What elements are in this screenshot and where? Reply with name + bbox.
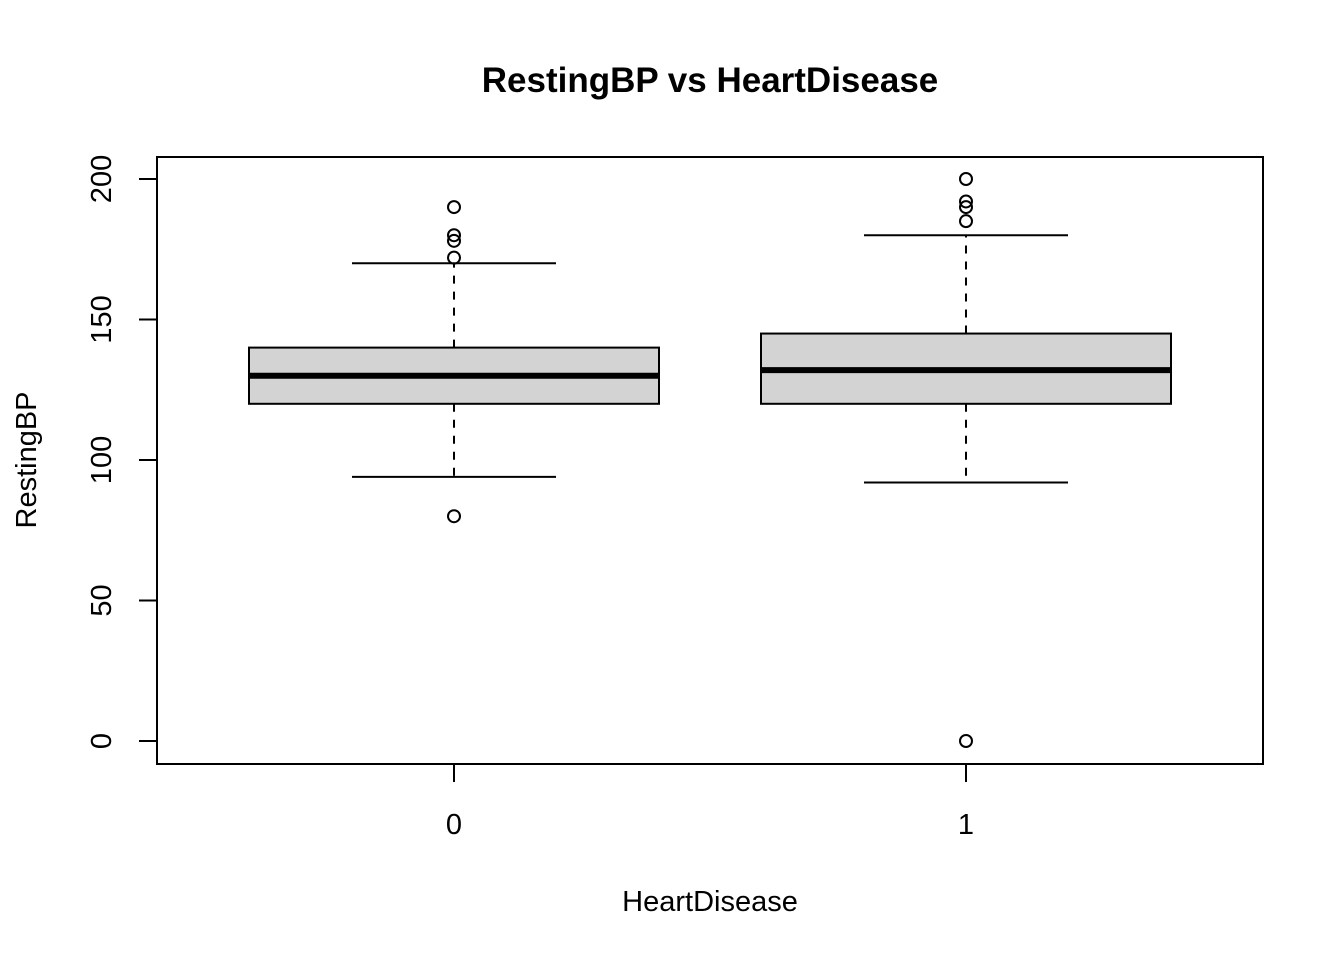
outlier-point	[447, 509, 461, 524]
outlier-point	[959, 214, 973, 229]
plot-frame	[156, 156, 1264, 765]
y-axis-label: RestingBP	[11, 391, 43, 528]
box-group-1	[760, 172, 1172, 748]
outlier-point	[959, 194, 973, 209]
y-tick-label: 150	[86, 295, 118, 343]
x-axis-label: HeartDisease	[622, 886, 798, 918]
box-group-0	[248, 200, 660, 524]
outlier-point	[447, 233, 461, 248]
y-axis: 0 50 100 150 200	[86, 155, 158, 749]
x-tick-label: 0	[446, 809, 462, 841]
y-tick-label: 50	[86, 584, 118, 616]
outlier-point	[959, 172, 973, 186]
outlier-point	[959, 200, 973, 215]
outlier-point	[959, 734, 973, 748]
y-tick-label: 0	[86, 733, 118, 749]
outlier-point	[447, 250, 461, 265]
boxes	[248, 172, 1172, 748]
outlier-point	[447, 228, 461, 243]
x-tick-label: 1	[958, 809, 974, 841]
y-tick-label: 200	[86, 155, 118, 203]
outlier-point	[447, 200, 461, 215]
y-tick-label: 100	[86, 436, 118, 484]
chart-title: RestingBP vs HeartDisease	[482, 61, 939, 100]
